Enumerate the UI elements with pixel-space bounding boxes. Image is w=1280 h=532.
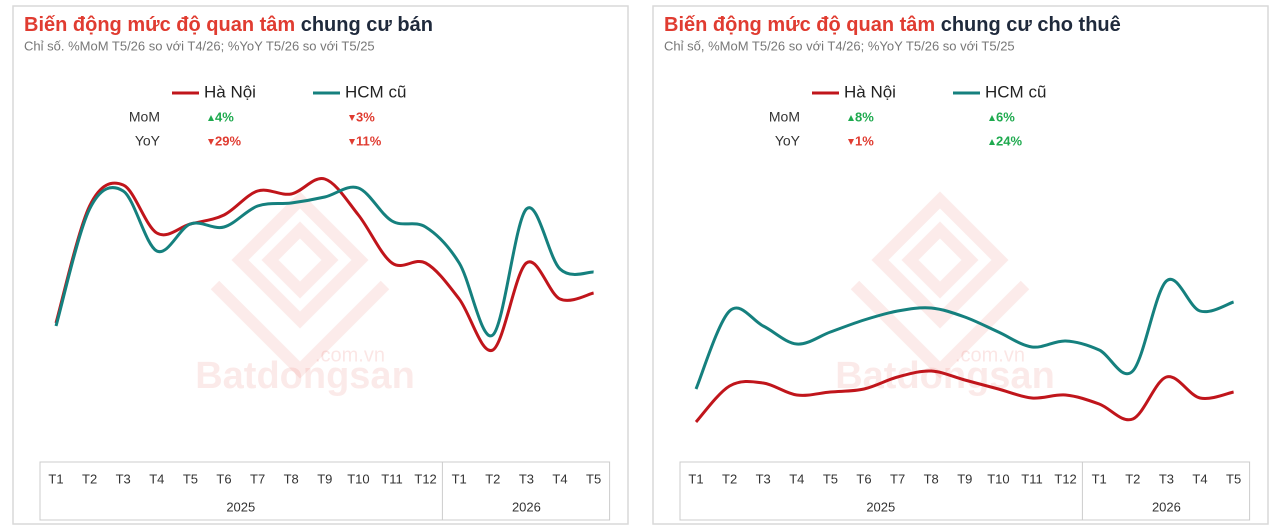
title-highlight: Biến động mức độ quan tâm	[664, 14, 935, 36]
series-line	[54, 185, 594, 338]
change-label: 3%	[356, 109, 375, 124]
x-tick-label: T4	[149, 471, 164, 486]
change-label: 6%	[996, 109, 1015, 124]
x-tick-label: T10	[987, 471, 1009, 486]
x-tick-label: T12	[1054, 471, 1076, 486]
x-tick-label: T3	[519, 471, 534, 486]
panel-border	[12, 5, 629, 525]
change-arrow	[208, 115, 214, 121]
panel-border	[652, 5, 1269, 525]
x-tick-label: T1	[48, 471, 63, 486]
change-arrow	[989, 115, 995, 121]
x-tick-label: T11	[1021, 471, 1042, 486]
x-tick-label: T5	[1226, 471, 1241, 486]
legend-label: HCM cũ	[345, 82, 406, 101]
x-tick-label: T9	[957, 471, 972, 486]
title-text: chung cư bán	[301, 14, 433, 36]
watermark-text: Batdongsan	[835, 355, 1055, 397]
x-tick-label: T2	[485, 471, 500, 486]
change-row-label: MoM	[129, 109, 160, 125]
change-arrow	[349, 139, 355, 145]
series-line	[694, 277, 1235, 390]
change-label: 24%	[996, 133, 1022, 148]
x-tick-label: T4	[1192, 471, 1207, 486]
x-tick-label: T8	[284, 471, 299, 486]
x-tick-label: T8	[924, 471, 939, 486]
x-tick-label: T1	[1092, 471, 1107, 486]
chart: Biến động mức độ quan tâm chung cư bán Ch…	[12, 5, 629, 525]
series-line	[694, 369, 1234, 424]
legend-label: Hà Nội	[204, 82, 256, 101]
subtitle: Chỉ số, %MoM T5/26 so với T4/26; %YoY T5…	[664, 38, 1015, 53]
x-tick-label: T7	[250, 471, 265, 486]
x-axis-box	[679, 461, 1251, 521]
change-label: 4%	[215, 109, 234, 124]
title-highlight: Biến động mức độ quan tâm	[24, 14, 295, 36]
x-tick-label: T6	[856, 471, 871, 486]
title-text: chung cư cho thuê	[941, 14, 1121, 36]
change-label: 29%	[215, 133, 241, 148]
x-tick-label: T4	[552, 471, 567, 486]
change-label: 8%	[855, 109, 874, 124]
change-row-label: YoY	[135, 133, 161, 149]
x-tick-label: T2	[82, 471, 97, 486]
chart-title: Biến động mức độ quan tâm chung cư cho t…	[664, 14, 1121, 36]
x-tick-label: T11	[381, 471, 402, 486]
x-tick-label: T2	[722, 471, 737, 486]
x-tick-label: T3	[1159, 471, 1174, 486]
change-arrow	[848, 139, 854, 145]
subtitle: Chỉ số. %MoM T5/26 so với T4/26; %YoY T5…	[24, 38, 375, 53]
change-arrow	[349, 115, 355, 121]
x-tick-label: T1	[688, 471, 703, 486]
x-tick-label: T3	[116, 471, 131, 486]
x-tick-label: T1	[452, 471, 467, 486]
x-group-label: 2025	[866, 499, 895, 514]
x-group-label: 2026	[512, 499, 541, 514]
watermark-logo	[210, 191, 390, 379]
watermark-domain: .com.vn	[315, 344, 385, 366]
x-tick-label: T9	[317, 471, 332, 486]
x-tick-label: T5	[586, 471, 601, 486]
x-tick-label: T12	[414, 471, 436, 486]
series-line	[54, 177, 595, 352]
x-tick-label: T5	[183, 471, 198, 486]
x-tick-label: T4	[789, 471, 804, 486]
watermark	[210, 191, 390, 379]
watermark-text: Batdongsan	[195, 355, 415, 397]
x-axis-box	[39, 461, 611, 521]
x-tick-label: T3	[756, 471, 771, 486]
change-label: 11%	[356, 133, 382, 148]
x-tick-label: T6	[216, 471, 231, 486]
chart: Biến động mức độ quan tâm chung cư cho t…	[652, 5, 1269, 525]
watermark-domain: .com.vn	[955, 344, 1025, 366]
x-group-label: 2025	[226, 499, 255, 514]
change-arrow	[208, 139, 214, 145]
change-arrow	[848, 115, 854, 121]
change-row-label: YoY	[775, 133, 801, 149]
legend-label: HCM cũ	[985, 82, 1046, 101]
change-label: 1%	[855, 133, 874, 148]
x-tick-label: T2	[1125, 471, 1140, 486]
change-arrow	[989, 139, 995, 145]
x-tick-label: T5	[823, 471, 838, 486]
x-group-label: 2026	[1152, 499, 1181, 514]
legend-label: Hà Nội	[844, 82, 896, 101]
x-tick-label: T7	[890, 471, 905, 486]
change-row-label: MoM	[769, 109, 800, 125]
chart-title: Biến động mức độ quan tâm chung cư bán	[24, 14, 433, 36]
x-tick-label: T10	[347, 471, 369, 486]
